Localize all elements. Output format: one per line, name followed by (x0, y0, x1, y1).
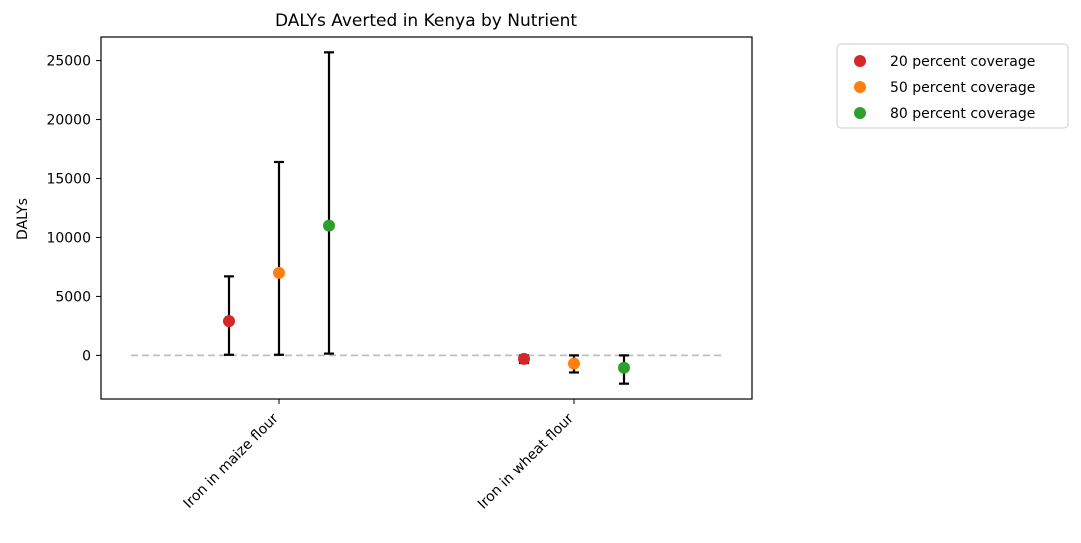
legend-label: 80 percent coverage (890, 106, 1035, 122)
y-axis-label: DALYs (15, 198, 31, 240)
y-tick-label: 0 (82, 348, 91, 364)
legend: 20 percent coverage 50 percent coverage 80… (836, 43, 1069, 129)
data-point (568, 357, 580, 370)
x-tick-label: Iron in maize flour (181, 410, 282, 511)
data-point (618, 361, 630, 374)
y-tick-label: 15000 (46, 171, 91, 187)
x-tick-label: Iron in wheat flour (475, 410, 577, 512)
y-tick-label: 5000 (55, 289, 91, 305)
data-point (323, 219, 335, 232)
data-point (273, 266, 285, 279)
legend-marker (854, 55, 866, 67)
legend-frame (836, 43, 1069, 129)
legend-label: 20 percent coverage (890, 54, 1035, 70)
legend-label: 50 percent coverage (890, 80, 1035, 96)
y-tick-label: 25000 (46, 54, 91, 70)
y-tick-label: 10000 (46, 230, 91, 246)
legend-marker (854, 81, 866, 93)
data-point (223, 315, 235, 328)
legend-marker (854, 107, 866, 119)
data-point (518, 352, 530, 365)
chart-title: DALYs Averted in Kenya by Nutrient (275, 11, 577, 31)
plot-area-frame (100, 36, 753, 400)
y-tick-label: 20000 (46, 113, 91, 129)
